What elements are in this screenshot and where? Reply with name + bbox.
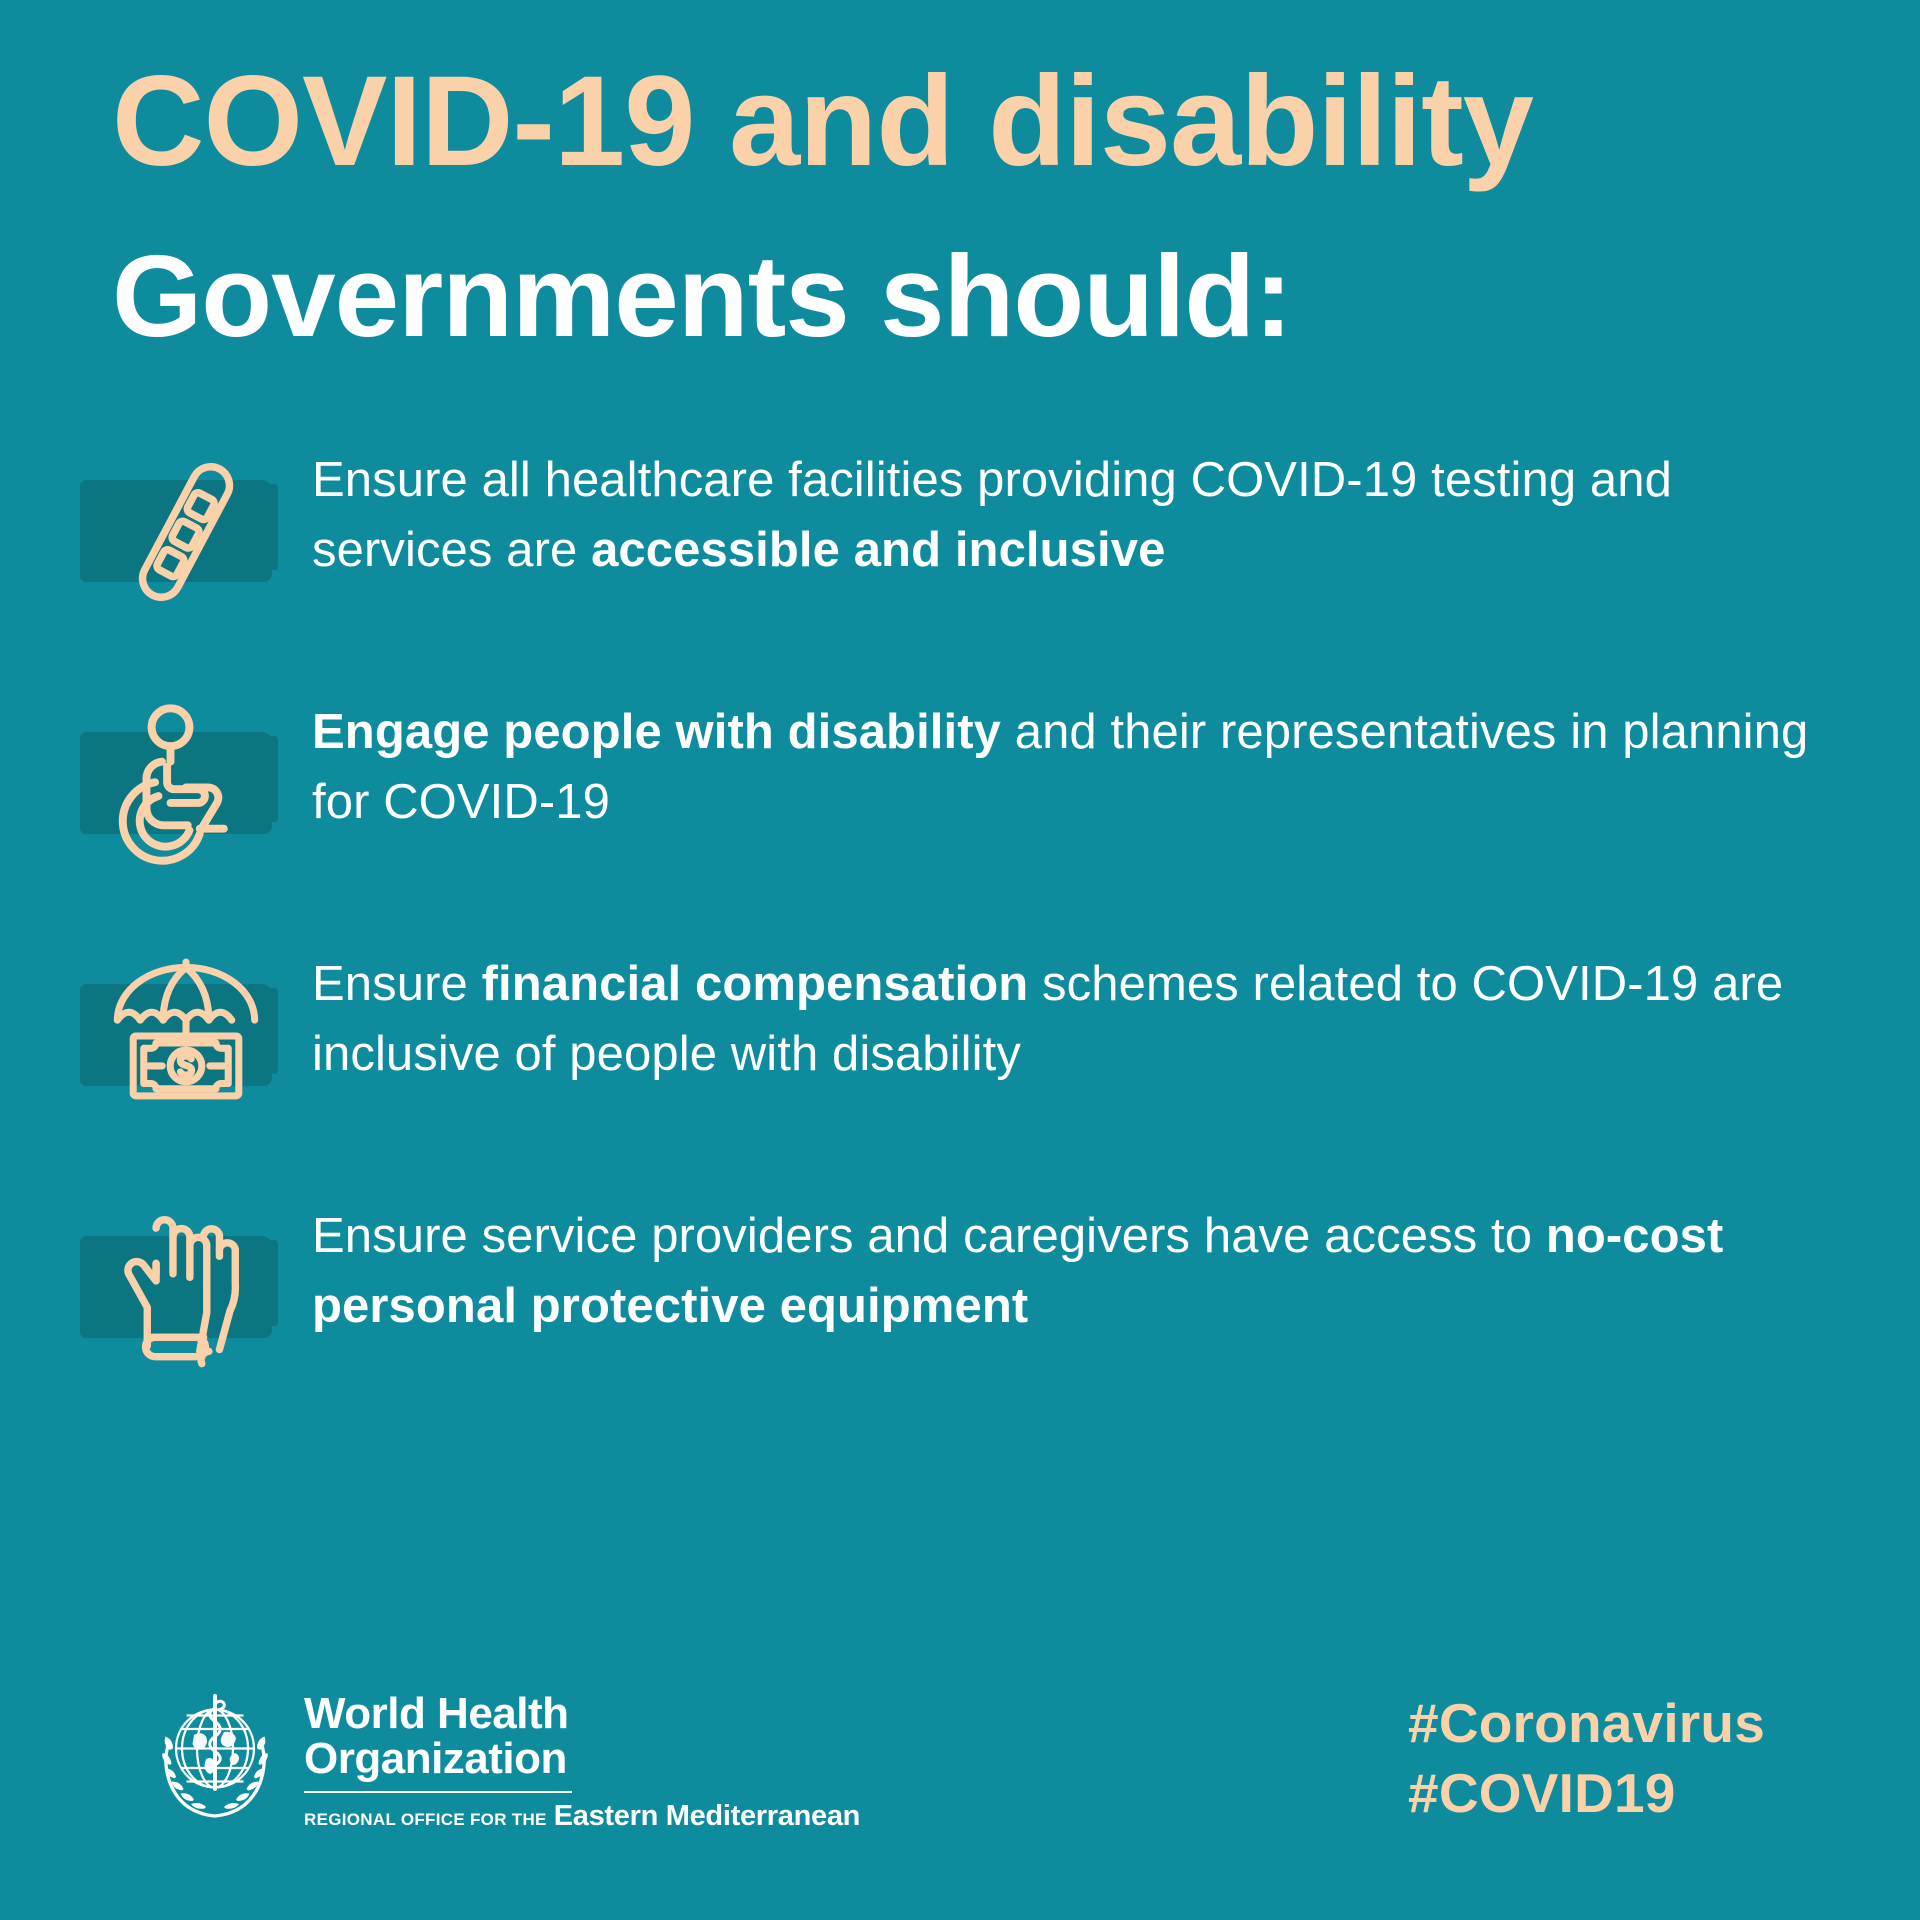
hashtag-coronavirus: #Coronavirus: [1408, 1692, 1765, 1754]
icon-container: [80, 432, 292, 632]
who-region-prefix: REGIONAL OFFICE FOR THE: [304, 1809, 547, 1829]
page-title: COVID-19 and disability: [112, 50, 1534, 193]
list-item: Ensure service providers and caregivers …: [80, 1188, 1860, 1400]
who-name-line-1: World Health: [304, 1689, 569, 1738]
icon-container: [80, 684, 292, 884]
icon-container: [80, 936, 292, 1136]
header: COVID-19 and disability Governments shou…: [112, 50, 1832, 361]
hashtag-group: #Coronavirus #COVID19: [1408, 1688, 1765, 1829]
who-name-line-2: Organization: [304, 1733, 567, 1783]
recommendation-list: Ensure all healthcare facilities providi…: [80, 432, 1860, 1400]
umbrella-money-icon: [113, 958, 259, 1100]
who-region-line: REGIONAL OFFICE FOR THE Eastern Mediterr…: [304, 1800, 860, 1833]
list-item: Ensure all healthcare facilities providi…: [80, 432, 1860, 644]
footer: World Health Organization REGIONAL OFFIC…: [0, 1650, 1920, 1920]
wheelchair-icon: [118, 704, 228, 865]
thermometer-icon: [138, 463, 234, 601]
list-item-text: Ensure all healthcare facilities providi…: [312, 453, 1672, 577]
page-subtitle: Governments should:: [112, 231, 1293, 361]
list-item-text: Ensure service providers and caregivers …: [312, 1209, 1724, 1333]
hashtag-covid19: #COVID19: [1408, 1762, 1676, 1825]
list-item-text: Ensure financial compensation schemes re…: [312, 957, 1784, 1081]
who-un-emblem-icon: [162, 1694, 268, 1818]
logo-divider: [304, 1790, 572, 1793]
who-wordmark: World Health Organization REGIONAL OFFIC…: [304, 1678, 860, 1833]
who-logo: World Health Organization REGIONAL OFFIC…: [140, 1678, 860, 1833]
who-region-name: Eastern Mediterranean: [553, 1799, 861, 1832]
list-item: Ensure financial compensation schemes re…: [80, 936, 1860, 1148]
icon-container: [80, 1188, 292, 1388]
gloves-icon: [124, 1216, 240, 1368]
list-item: Engage people with disability and their …: [80, 684, 1860, 896]
list-item-text: Engage people with disability and their …: [312, 705, 1809, 829]
